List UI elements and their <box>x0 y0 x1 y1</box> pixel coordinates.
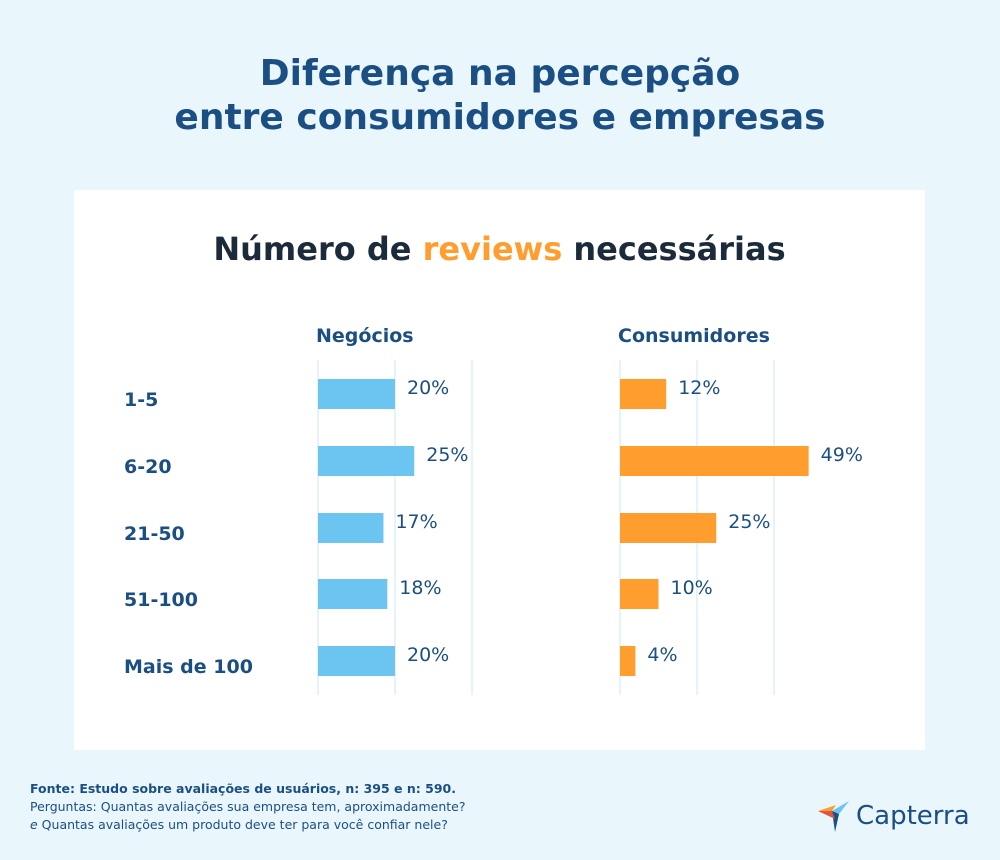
series-header-0: Negócios <box>316 325 414 347</box>
category-label-3: 51-100 <box>124 589 198 611</box>
title-line-1: Diferença na percepção <box>259 53 741 94</box>
footer-question-2-text: Quantas avaliações um produto deve ter p… <box>37 817 448 832</box>
bar-1-4 <box>620 646 636 676</box>
bar-1-1 <box>620 446 809 476</box>
data-label-1-2: 25% <box>728 511 770 533</box>
footer-question-2-em: e <box>30 817 38 832</box>
footer-notes: Fonte: Estudo sobre avaliações de usuári… <box>30 780 630 834</box>
bar-0-2 <box>318 513 384 543</box>
bar-0-3 <box>318 579 388 609</box>
logo-name: Capterra <box>856 801 970 831</box>
chart-title: Número de reviews necessárias <box>74 230 925 268</box>
footer-source: Fonte: Estudo sobre avaliações de usuári… <box>30 781 456 796</box>
chart-title-part1: Número de <box>213 230 423 268</box>
category-label-4: Mais de 100 <box>124 656 253 678</box>
data-label-1-0: 12% <box>678 377 720 399</box>
category-label-1: 6-20 <box>124 456 172 478</box>
category-label-0: 1-5 <box>124 389 158 411</box>
data-label-0-2: 17% <box>395 511 437 533</box>
data-label-1-4: 4% <box>647 644 677 666</box>
bar-0-0 <box>318 379 395 409</box>
chart-card: Número de reviews necessárias Negócios 20… <box>74 190 925 750</box>
footer-question-2: e Quantas avaliações um produto deve ter… <box>30 816 630 834</box>
data-label-0-3: 18% <box>399 577 441 599</box>
title-line-2: entre consumidores e empresas <box>174 97 826 138</box>
bar-1-2 <box>620 513 717 543</box>
data-label-0-1: 25% <box>426 444 468 466</box>
category-label-2: 21-50 <box>124 523 185 545</box>
capterra-arrow-icon <box>818 801 849 832</box>
bar-0-1 <box>318 446 415 476</box>
series-header-1: Consumidores <box>618 325 770 347</box>
page-title: Diferença na percepção entre consumidore… <box>0 52 1000 140</box>
capterra-logo: Capterra <box>818 796 970 836</box>
data-label-1-3: 10% <box>671 577 713 599</box>
bar-1-3 <box>620 579 659 609</box>
footer-question-1: Perguntas: Quantas avaliações sua empres… <box>30 799 466 814</box>
data-label-0-0: 20% <box>407 377 449 399</box>
chart-title-part2: necessárias <box>562 230 786 268</box>
bar-0-4 <box>318 646 395 676</box>
bar-chart: Negócios 20% 25% 17% 18% 20% Consumidores 12% 49… <box>124 325 863 695</box>
bar-1-0 <box>620 379 667 409</box>
data-label-1-1: 49% <box>821 444 863 466</box>
data-label-0-4: 20% <box>407 644 449 666</box>
chart-title-accent: reviews <box>422 230 563 268</box>
